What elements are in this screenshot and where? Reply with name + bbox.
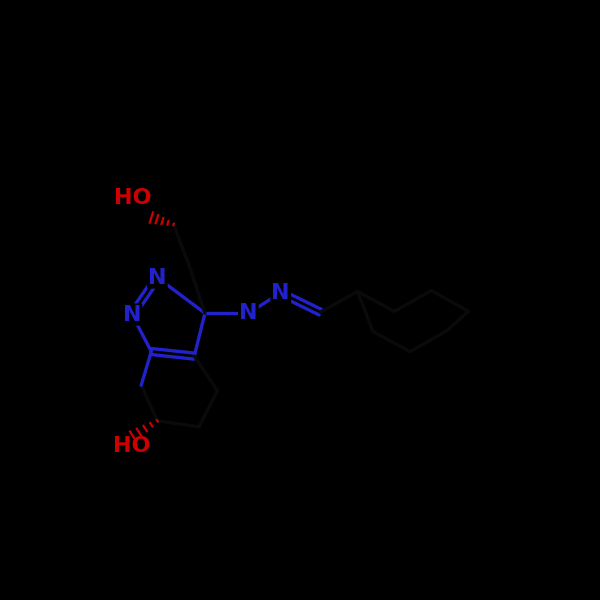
Text: N: N [271, 283, 290, 303]
Text: HO: HO [113, 436, 151, 456]
Text: N: N [239, 303, 257, 323]
Text: HO: HO [115, 188, 152, 208]
Text: N: N [148, 268, 167, 287]
Text: N: N [122, 305, 141, 325]
